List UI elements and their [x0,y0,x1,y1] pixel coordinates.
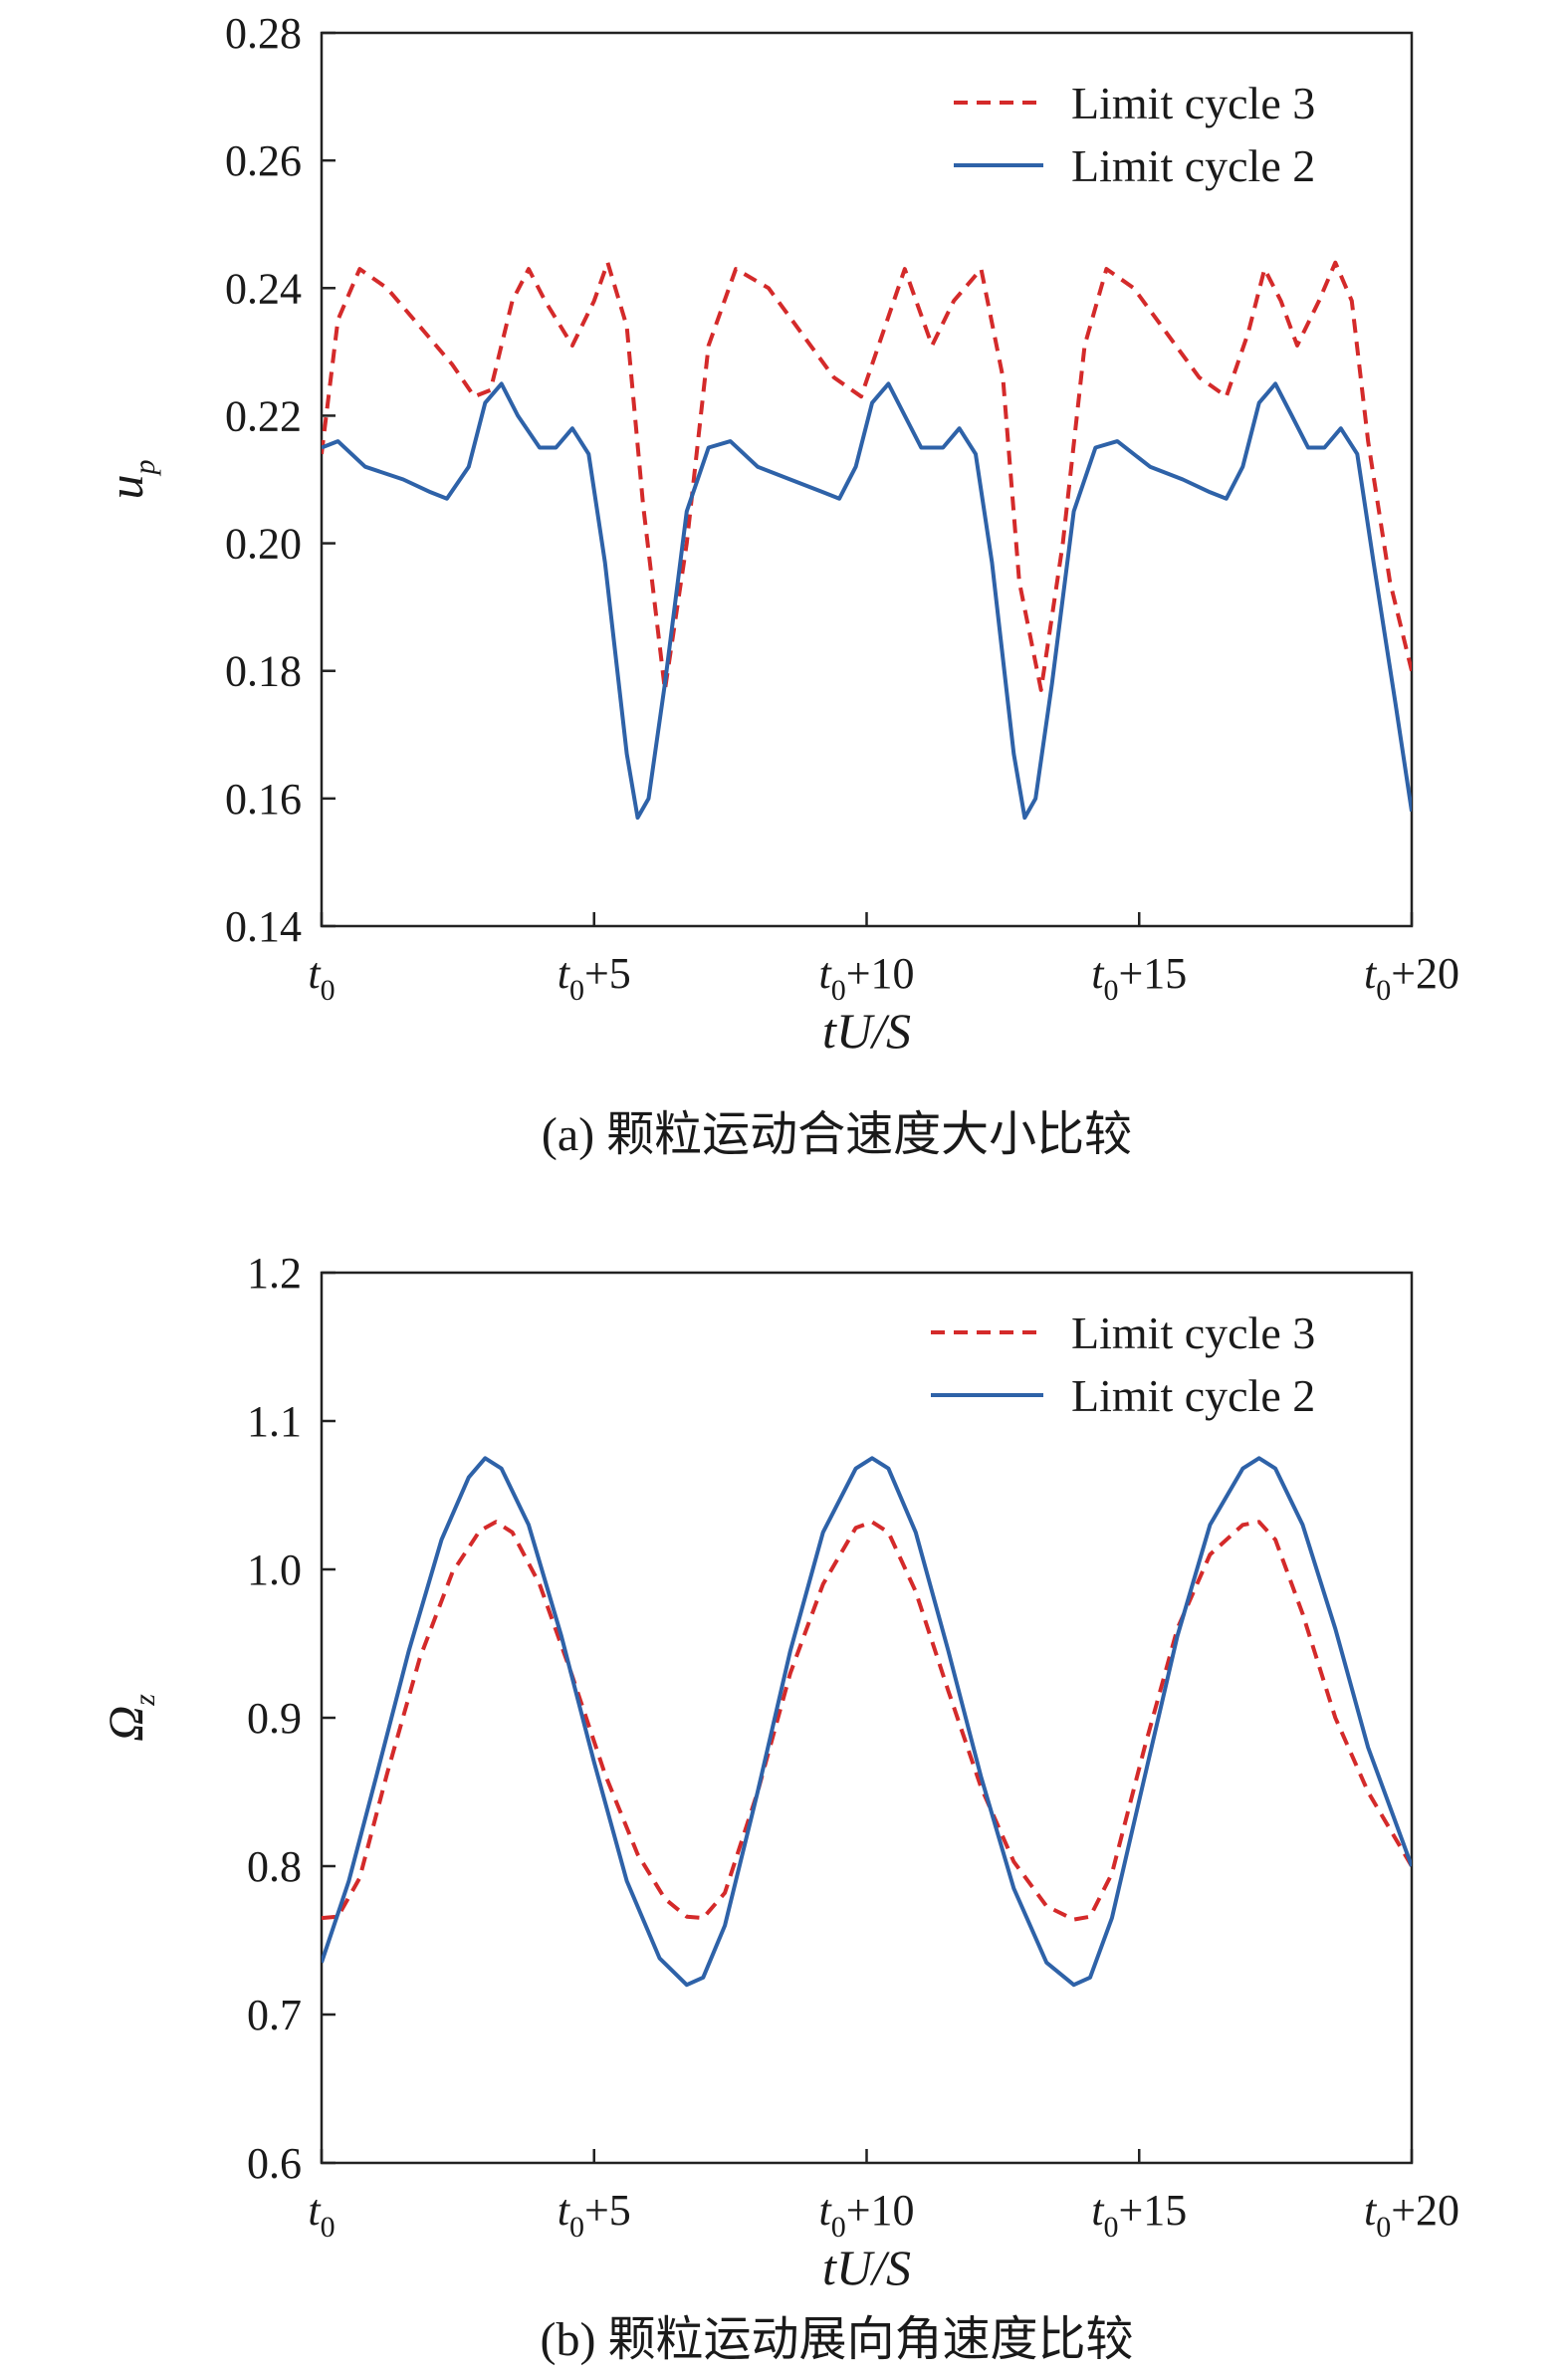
x-tick-label: t0 [308,2186,335,2244]
x-axis-label: tU/S [822,1003,911,1059]
y-tick-label: 0.7 [247,1991,302,2039]
y-tick-label: 0.14 [225,902,302,951]
y-tick-label: 0.6 [247,2139,302,2188]
y-tick-label: 0.18 [225,647,302,696]
series-line-limit-cycle-2 [322,381,1412,821]
legend-label: Limit cycle 3 [1071,78,1315,128]
y-tick-label: 0.16 [225,775,302,824]
y-tick-label: 1.2 [247,1249,302,1298]
series-line-limit-cycle-2 [322,1456,1412,1988]
x-tick-label: t0+20 [1364,2186,1459,2244]
y-axis-label: Ωz [98,1694,161,1742]
legend-label: Limit cycle 2 [1071,1370,1315,1421]
y-tick-label: 0.24 [225,264,302,313]
y-tick-label: 1.0 [247,1545,302,1594]
y-tick-label: 0.9 [247,1694,302,1743]
x-tick-label: t0+5 [558,949,631,1007]
legend-label: Limit cycle 2 [1071,140,1315,191]
x-axis-label: tU/S [822,2240,911,2295]
y-tick-label: 1.1 [247,1397,302,1446]
chart-panel-a: 0.14 0.16 0.18 0.20 0.22 0.24 0.26 0.28 t0 t0+5 t0… [98,9,1459,1161]
legend-label: Limit cycle 3 [1071,1307,1315,1358]
figure-caption: (a) 颗粒运动合速度大小比较 [542,1108,1132,1161]
y-tick-label: 0.8 [247,1842,302,1891]
x-tick-label: t0+20 [1364,949,1459,1007]
x-tick-label: t0+15 [1091,949,1187,1007]
y-tick-label: 0.20 [225,520,302,569]
figure-caption: (b) 颗粒运动展向角速度比较 [541,2313,1134,2366]
chart-panel-b: 0.6 0.7 0.8 0.9 1.0 1.1 1.2 t0 t0+5 t0+10 t0+15 t0+… [98,1249,1459,2366]
y-axis-label-group: up [98,460,161,500]
series-line-limit-cycle-3 [322,260,1412,692]
y-tick-label: 0.28 [225,9,302,58]
series-line-limit-cycle-3 [322,1520,1412,1922]
x-tick-label: t0+5 [558,2186,631,2244]
y-axis-label: up [98,460,161,500]
y-tick-label: 0.26 [225,136,302,185]
x-tick-label: t0+10 [818,949,914,1007]
x-tick-label: t0 [308,949,335,1007]
y-axis-label-group: Ωz [98,1694,161,1742]
x-tick-label: t0+15 [1091,2186,1187,2244]
y-tick-label: 0.22 [225,391,302,440]
x-tick-label: t0+10 [818,2186,914,2244]
